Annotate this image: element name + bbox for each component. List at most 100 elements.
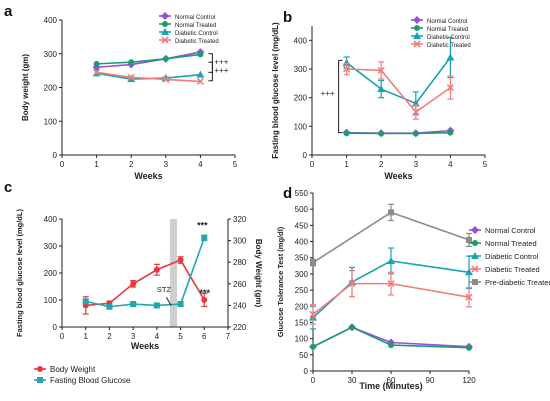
x-tick-label: 5 [483,160,488,169]
y-tick-label: 0 [53,151,58,160]
y-tick-label: 400 [295,238,309,247]
legend-marker [413,40,421,48]
y-tick-label: 400 [44,16,58,25]
data-point [378,130,385,137]
marker-stroke [127,73,135,81]
y-tick-label: 300 [294,65,308,74]
legend-label: Body Weight [50,365,96,374]
series-diabetic-control [342,36,455,116]
data-point [130,301,137,308]
marker-stroke [309,310,317,318]
legend-marker [161,36,169,44]
y2-tick-label: 280 [233,258,247,267]
data-point [93,60,100,67]
series-line [85,259,205,307]
legend: Body Weight Fasting Blood Glucose [34,365,131,385]
legend-marker [472,240,478,246]
y-tick-label: 100 [44,296,58,305]
data-point [388,209,394,216]
legend-item: Body Weight [34,365,96,374]
legend-item: Diabetic Treated [411,40,471,49]
legend-marker [471,252,479,259]
y-tick-label: 150 [295,318,309,327]
data-point [177,257,184,264]
annotation-stz: STZ [157,285,172,294]
x-tick-label: 90 [426,376,435,385]
data-point [465,268,473,276]
series-line [96,53,201,65]
y-axis-label: Fasting blood glucose level (mg/dL) [15,209,24,337]
series-line [312,282,470,315]
data-point [465,293,473,301]
legend-item: Diabetic Control [411,32,470,41]
y-tick-label: 200 [294,94,308,103]
data-point [130,280,137,287]
y-tick-label: 200 [44,269,58,278]
legend-marker [471,265,479,273]
y-tick-label: 0 [53,323,58,332]
legend-marker [471,226,479,234]
x-tick-label: 7 [226,332,231,341]
y-tick-label: 0 [304,367,309,376]
y-tick-label: 500 [295,205,309,214]
marker-stroke [446,84,454,92]
series-normal-control [342,126,455,138]
y2-tick-label: 220 [233,323,247,332]
series-diabetic-treated [309,270,473,325]
significance-bracket [208,53,213,73]
marker-stroke [348,280,356,288]
legend-marker [414,25,420,31]
x-tick-label: 1 [344,160,349,169]
y-tick-label: 400 [44,215,58,224]
y2-tick-label: 320 [233,215,247,224]
y-tick-label: 100 [295,335,309,344]
y-tick-label: 100 [294,122,308,131]
y-axis-label: Body weight (gm) [21,54,30,121]
legend-item: Diabetic Control [159,28,218,37]
annotation-plus: +++ [214,58,228,67]
series-line [96,71,201,83]
marker-stroke [377,66,385,74]
y-axis-label: Glucose Tolerance Test (mg/dl) [276,226,285,337]
data-point [412,108,420,116]
series-line [312,326,470,349]
x-tick-label: 3 [131,332,136,341]
data-point [93,68,101,76]
legend-label: Normal Treated [175,23,216,29]
legend-marker [37,366,43,372]
series-line [346,131,451,135]
x-tick-label: 0 [310,160,315,169]
legend-item: Pre-diabetic Treated [469,278,550,287]
data-point [342,58,351,66]
y-tick-label: 100 [44,117,58,126]
y-tick-label: 400 [294,36,308,45]
x-tick-label: 5 [178,332,183,341]
series-fasting-glucose [82,234,208,310]
marker-stroke [162,75,170,83]
legend-item: Fasting Blood Glucose [34,376,131,385]
legend-item: Normal Treated [159,21,216,29]
stz-band [169,219,178,327]
data-point [446,53,455,61]
marker-stroke [387,280,395,288]
y-axis-label: Fasting blood glucose level (mg/dL) [271,22,280,159]
legend-marker [161,28,169,35]
series-line [85,237,206,308]
legend-item: Normal Control [411,16,467,25]
panel-b: b 0 1 2 3 4 5 0 100 200 300 400 Weeks Fasting blood g… [271,9,488,181]
series-pre-diabetic-treated [310,203,472,267]
data-point [343,65,351,73]
series-line [346,68,451,114]
data-point [82,298,89,305]
x-axis-label: Weeks [131,341,159,351]
annotation-plus: +++ [321,89,335,98]
data-point [412,130,419,137]
data-point [377,85,386,93]
data-point [127,73,135,81]
significance-bracket [338,59,343,134]
data-point [309,310,317,318]
x-tick-label: 2 [107,332,112,341]
x-tick-label: 0 [311,376,316,385]
series-normal-treated [310,324,472,351]
series-normal-control [92,48,205,72]
